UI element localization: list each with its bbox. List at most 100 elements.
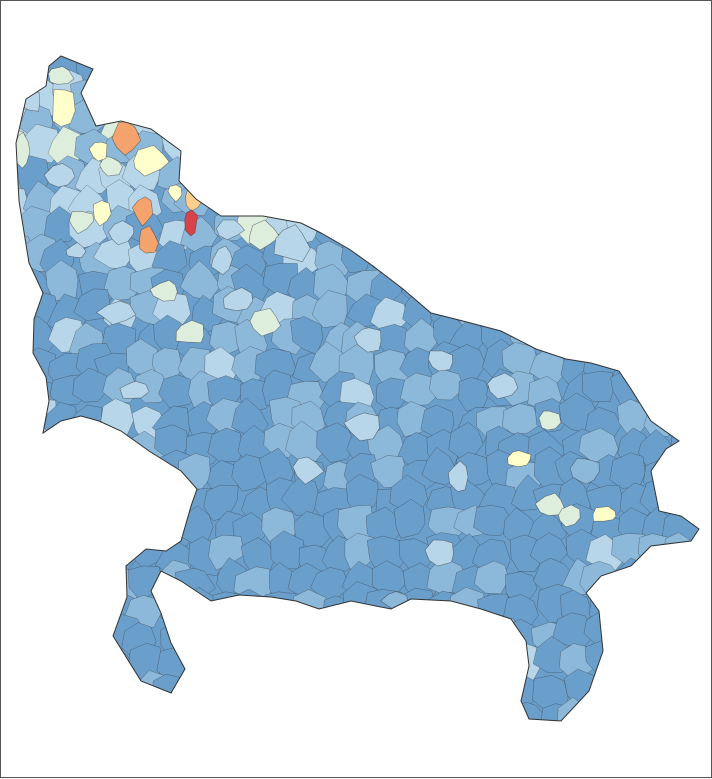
district-region bbox=[370, 56, 410, 92]
district-region bbox=[132, 56, 161, 84]
district-region bbox=[395, 79, 434, 118]
district-region bbox=[44, 527, 82, 565]
district-region bbox=[374, 185, 411, 218]
district-region bbox=[343, 412, 380, 442]
district-region bbox=[635, 646, 671, 684]
district-region bbox=[150, 476, 186, 517]
district-region bbox=[458, 647, 492, 684]
district-region bbox=[23, 431, 59, 464]
district-region bbox=[662, 340, 698, 382]
district-region bbox=[311, 56, 355, 84]
district-region bbox=[261, 109, 301, 146]
district-region bbox=[614, 207, 653, 247]
district-region bbox=[321, 21, 357, 53]
district-region bbox=[222, 287, 253, 312]
district-region bbox=[95, 300, 137, 326]
district-region bbox=[394, 621, 432, 656]
district-region bbox=[50, 639, 89, 675]
district-region bbox=[131, 196, 154, 227]
district-region bbox=[529, 81, 565, 117]
district-region bbox=[180, 694, 223, 721]
district-region bbox=[273, 224, 311, 263]
district-region bbox=[151, 673, 190, 710]
district-region bbox=[509, 132, 545, 167]
district-region bbox=[54, 508, 87, 545]
district-region bbox=[637, 56, 674, 85]
district-region bbox=[105, 83, 143, 119]
district-region bbox=[20, 533, 60, 569]
district-region bbox=[531, 98, 573, 137]
district-region bbox=[474, 20, 516, 54]
district-region bbox=[16, 56, 35, 63]
district-region bbox=[478, 133, 518, 167]
district-region bbox=[641, 615, 674, 658]
district-region bbox=[610, 696, 646, 721]
district-region bbox=[179, 101, 220, 142]
district-region bbox=[151, 16, 191, 51]
district-region bbox=[257, 128, 298, 169]
district-region bbox=[260, 56, 303, 63]
district-region bbox=[587, 56, 622, 83]
district-region bbox=[563, 56, 600, 59]
district-region bbox=[507, 450, 532, 468]
district-region bbox=[558, 78, 588, 118]
district-region bbox=[480, 56, 521, 84]
district-region bbox=[480, 296, 525, 332]
district-region bbox=[637, 370, 680, 409]
district-region bbox=[182, 678, 222, 710]
district-region bbox=[554, 240, 596, 278]
district-region bbox=[16, 529, 29, 570]
district-region bbox=[21, 90, 41, 112]
district-region bbox=[587, 155, 626, 193]
district-region bbox=[427, 350, 453, 372]
district-region bbox=[610, 583, 648, 622]
district-region bbox=[344, 676, 383, 712]
district-region bbox=[133, 145, 170, 177]
district-region bbox=[400, 587, 436, 627]
district-region bbox=[93, 452, 136, 492]
district-region bbox=[295, 107, 330, 139]
district-region bbox=[26, 613, 59, 656]
district-region bbox=[290, 690, 323, 721]
district-region bbox=[669, 392, 699, 433]
district-region bbox=[370, 638, 407, 678]
district-region bbox=[542, 163, 579, 200]
district-region bbox=[232, 99, 273, 138]
district-region bbox=[539, 56, 574, 93]
district-region bbox=[638, 242, 677, 278]
district-region bbox=[122, 694, 165, 721]
district-region bbox=[43, 457, 81, 496]
district-region bbox=[16, 515, 33, 553]
district-region bbox=[72, 433, 111, 468]
district-region bbox=[503, 56, 545, 65]
district-region bbox=[213, 107, 253, 148]
district-region bbox=[72, 367, 110, 403]
district-region bbox=[207, 635, 240, 679]
district-region bbox=[583, 110, 623, 144]
district-region bbox=[586, 127, 626, 165]
district-region bbox=[422, 56, 465, 85]
district-region bbox=[582, 56, 622, 59]
district-region bbox=[615, 666, 651, 707]
district-region bbox=[176, 56, 215, 85]
district-region bbox=[292, 456, 325, 485]
district-region bbox=[588, 82, 627, 118]
state-outline bbox=[15, 55, 700, 722]
district-region bbox=[121, 72, 162, 111]
district-region bbox=[289, 17, 327, 54]
district-region bbox=[17, 56, 55, 60]
district-region bbox=[353, 327, 382, 353]
district-region bbox=[670, 317, 699, 359]
district-region bbox=[607, 128, 647, 164]
district-region bbox=[473, 178, 512, 217]
district-region bbox=[531, 186, 570, 219]
district-region bbox=[586, 213, 624, 246]
district-region bbox=[259, 67, 298, 107]
district-region bbox=[392, 16, 432, 52]
district-region bbox=[154, 71, 190, 109]
district-region bbox=[75, 671, 113, 709]
district-region bbox=[285, 75, 318, 118]
district-region bbox=[425, 153, 458, 193]
district-region bbox=[16, 208, 24, 243]
